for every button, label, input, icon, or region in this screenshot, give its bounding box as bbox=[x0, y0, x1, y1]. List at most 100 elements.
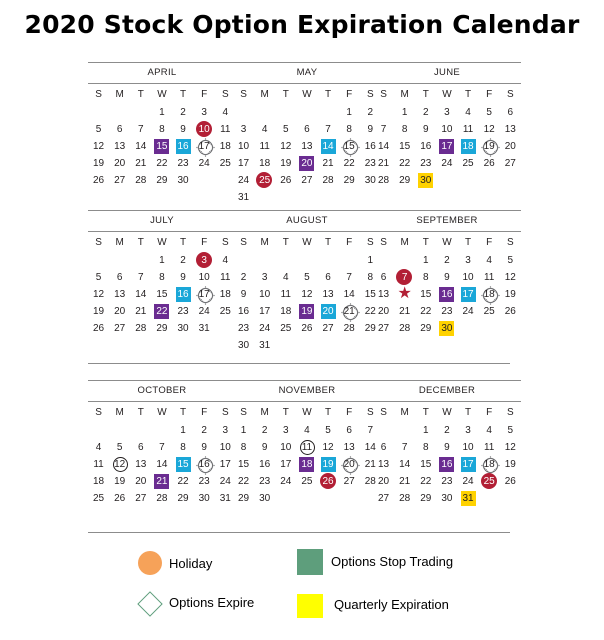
day-cell: 7 bbox=[159, 442, 165, 453]
day-cell: 7 bbox=[346, 272, 352, 283]
weekday-label: T bbox=[465, 89, 472, 100]
day-cell: 17 bbox=[458, 456, 479, 473]
day-cell: 27 bbox=[343, 476, 355, 487]
day-cell: 12 bbox=[301, 289, 313, 300]
week-row: 10 11 12 13 14 15 16 bbox=[233, 138, 381, 155]
day-cell: 13 bbox=[343, 442, 355, 453]
weekday-label: S bbox=[95, 407, 102, 418]
day-cell: 3 bbox=[283, 425, 289, 436]
day-cell: 9 bbox=[180, 124, 186, 135]
week-row: 8 9 10 11 12 13 14 bbox=[233, 439, 381, 456]
page-title: 2020 Stock Option Expiration Calendar bbox=[24, 10, 580, 39]
day-cell: 16 bbox=[436, 286, 457, 303]
day-cell: 3 bbox=[465, 425, 471, 436]
weekday-label: T bbox=[325, 237, 332, 248]
day-cell: 12 bbox=[504, 442, 516, 453]
day-cell: 27 bbox=[114, 175, 126, 186]
day-cell bbox=[479, 490, 500, 507]
day-cell bbox=[233, 252, 254, 269]
day-cell bbox=[373, 422, 394, 439]
day-cell: 8 bbox=[159, 124, 165, 135]
day-cell: 1 bbox=[367, 255, 374, 266]
day-cell: 19 bbox=[504, 459, 516, 470]
day-cell: 6 bbox=[380, 442, 387, 453]
day-cell: 7 bbox=[394, 269, 415, 286]
day-cell: 16 bbox=[194, 456, 215, 473]
weekday-label: W bbox=[302, 407, 312, 418]
week-row: 1 2 3 4 5 bbox=[373, 422, 521, 439]
weekday-label: W bbox=[442, 89, 452, 100]
day-cell: 1 bbox=[423, 255, 429, 266]
month-september: SEPTEMBERSMTWTFS123456789101112131415161… bbox=[373, 210, 521, 337]
weekday-label: F bbox=[486, 407, 493, 418]
day-cell: 14 bbox=[378, 141, 390, 152]
day-cell: 16 bbox=[420, 141, 432, 152]
week-row: 12 13 14 15 16 17 18 bbox=[88, 138, 236, 155]
day-cell: 18 bbox=[219, 289, 231, 300]
weekday-label: W bbox=[302, 237, 312, 248]
week-row: 15 16 17 18 19 20 21 bbox=[233, 456, 381, 473]
day-cell: 13 bbox=[378, 459, 390, 470]
day-cell: 21 bbox=[151, 473, 172, 490]
day-cell bbox=[296, 189, 317, 206]
day-cell: 29 bbox=[420, 493, 432, 504]
day-cell: 18 bbox=[259, 158, 271, 169]
week-row: 19 20 21 22 23 24 25 bbox=[88, 303, 236, 320]
day-cell: 4 bbox=[222, 107, 229, 118]
weekday-label: S bbox=[380, 237, 387, 248]
day-cell bbox=[458, 172, 479, 189]
day-cell: 19 bbox=[93, 306, 105, 317]
day-cell: 25 bbox=[483, 306, 495, 317]
legend-quarterly-label: Quarterly Expiration bbox=[334, 597, 449, 612]
month-title: DECEMBER bbox=[373, 380, 521, 402]
day-cell: 4 bbox=[95, 442, 102, 453]
day-cell: 7 bbox=[380, 124, 387, 135]
day-cell: 18 bbox=[219, 141, 231, 152]
day-cell: 26 bbox=[504, 476, 516, 487]
day-cell: 25 bbox=[479, 473, 500, 490]
day-cell: 4 bbox=[304, 425, 310, 436]
month-august: AUGUST S M T W T F S 1 2 3 4 5 6 7 8 9 10 11 12 13 14 15 16 17 18… bbox=[233, 210, 381, 354]
day-cell: 2 bbox=[367, 107, 374, 118]
weekday-label: S bbox=[221, 407, 229, 418]
divider bbox=[88, 532, 510, 533]
day-cell bbox=[109, 422, 130, 439]
day-cell: 9 bbox=[444, 442, 450, 453]
day-cell: 20 bbox=[114, 158, 126, 169]
day-cell: 17 bbox=[194, 138, 215, 155]
weekday-label: T bbox=[180, 407, 187, 418]
week-row: 24 25 26 27 28 29 30 bbox=[233, 172, 381, 189]
day-cell: 11 bbox=[296, 439, 317, 456]
day-cell: 9 bbox=[444, 272, 450, 283]
day-cell: 7 bbox=[401, 442, 408, 453]
weekday-label: T bbox=[465, 407, 472, 418]
day-cell: 15 bbox=[399, 141, 411, 152]
day-cell: 8 bbox=[423, 442, 429, 453]
weekday-label: S bbox=[380, 89, 387, 100]
day-cell: 21 bbox=[378, 158, 390, 169]
month-april: APRIL S M T W T F S 1 2 3 4 5 6 7 8 9 10 11 12 13 14 15 16 17 18 1… bbox=[88, 62, 236, 189]
day-cell: 22 bbox=[343, 158, 355, 169]
week-row: 9 10 11 12 13 14 15 bbox=[233, 286, 381, 303]
day-cell: 24 bbox=[441, 158, 453, 169]
day-cell bbox=[254, 189, 275, 206]
day-cell bbox=[109, 104, 130, 121]
day-cell: 16 bbox=[259, 459, 271, 470]
day-cell: 5 bbox=[507, 425, 514, 436]
weekday-label: M bbox=[400, 407, 409, 418]
day-cell: 31 bbox=[198, 323, 210, 334]
month-title: APRIL bbox=[88, 62, 236, 84]
weekday-label: W bbox=[157, 407, 167, 418]
weekday-label: T bbox=[325, 89, 332, 100]
day-cell: 2 bbox=[201, 425, 207, 436]
day-cell: 25 bbox=[301, 476, 313, 487]
day-cell: 4 bbox=[465, 107, 471, 118]
weekday-label: S bbox=[95, 237, 102, 248]
month-title: AUGUST bbox=[233, 210, 381, 232]
week-row: 1 2 3 bbox=[88, 422, 236, 439]
week-row: 16 17 18 19 20 21 22 bbox=[233, 303, 381, 320]
day-cell: 5 bbox=[95, 272, 102, 283]
